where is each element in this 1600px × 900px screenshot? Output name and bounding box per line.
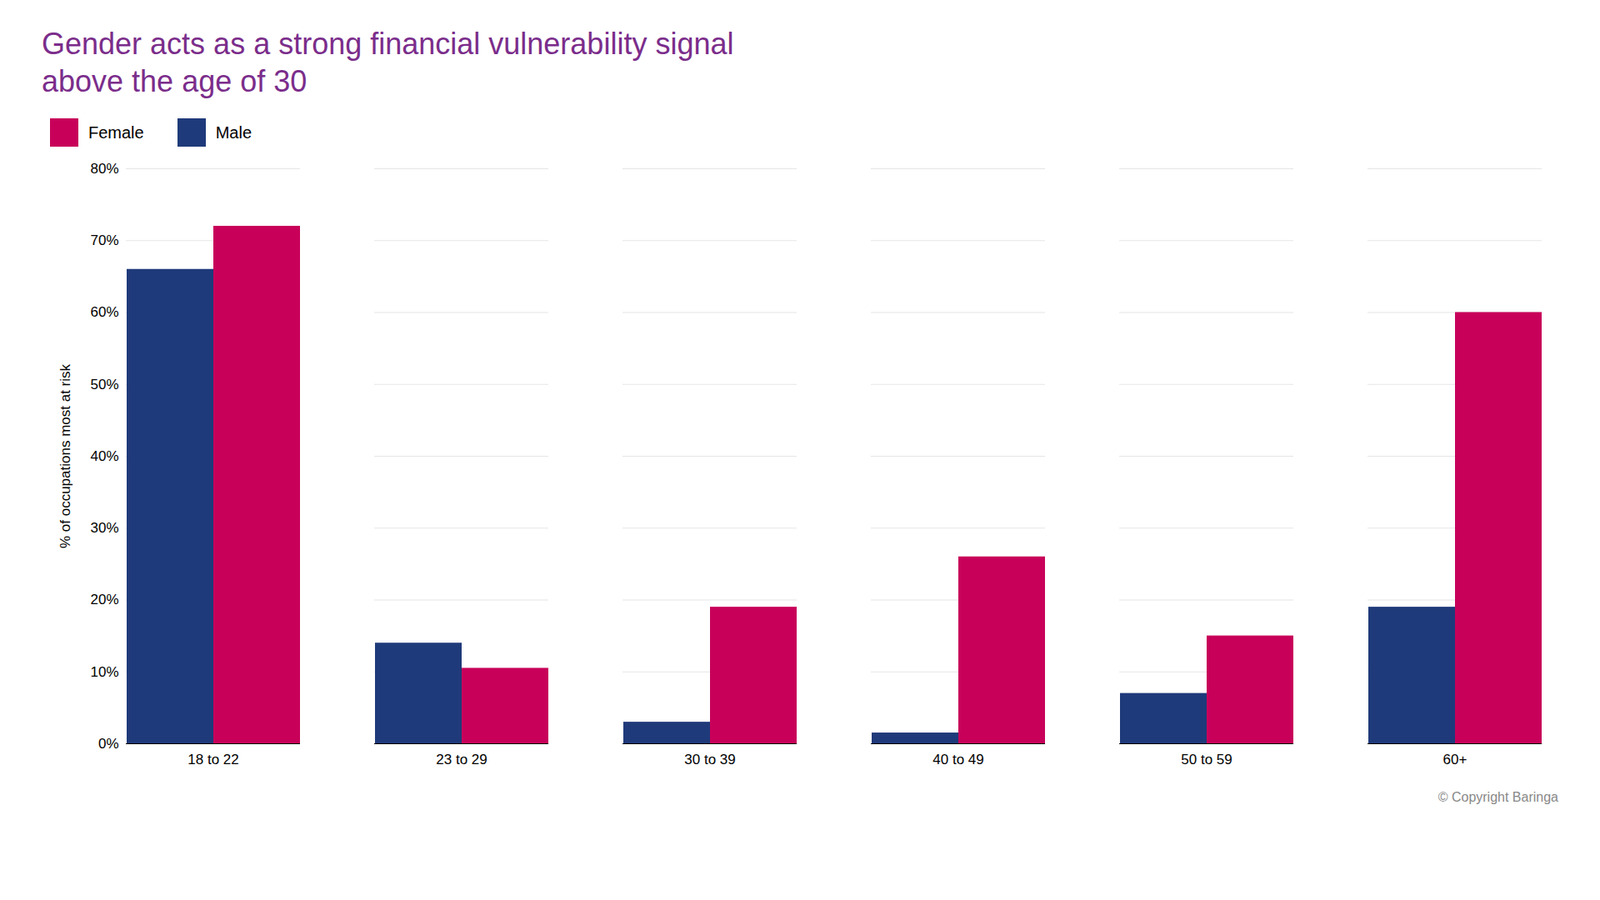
svg-text:18 to 22: 18 to 22 (187, 751, 239, 768)
svg-text:70%: 70% (90, 232, 119, 249)
html-text:© Copyright Baringa: © Copyright Baringa (1438, 790, 1559, 805)
svg-text:% of occupations most at risk: % of occupations most at risk (57, 363, 74, 549)
html-text:Female: Female (88, 122, 144, 142)
svg-text:60%: 60% (90, 304, 119, 320)
svg-text:23 to 29: 23 to 29 (435, 751, 487, 768)
svg-text:80%: 80% (90, 160, 119, 177)
svg-text:0%: 0% (98, 735, 120, 752)
html-text:Gender acts as a strong financ: Gender acts as a strong financial vulner… (41, 26, 734, 61)
svg-text:20%: 20% (90, 591, 119, 608)
svg-text:10%: 10% (90, 664, 119, 680)
svg-text:30%: 30% (90, 520, 119, 536)
svg-text:50 to 59: 50 to 59 (1180, 751, 1232, 768)
svg-text:30 to 39: 30 to 39 (684, 751, 735, 768)
svg-text:40 to 49: 40 to 49 (932, 751, 984, 768)
html-text:above the age of 30: above the age of 30 (41, 64, 307, 99)
svg-text:50%: 50% (90, 376, 119, 393)
svg-text:40%: 40% (90, 448, 119, 465)
html-text:Male: Male (215, 122, 252, 142)
svg-text:60+: 60+ (1443, 751, 1468, 768)
